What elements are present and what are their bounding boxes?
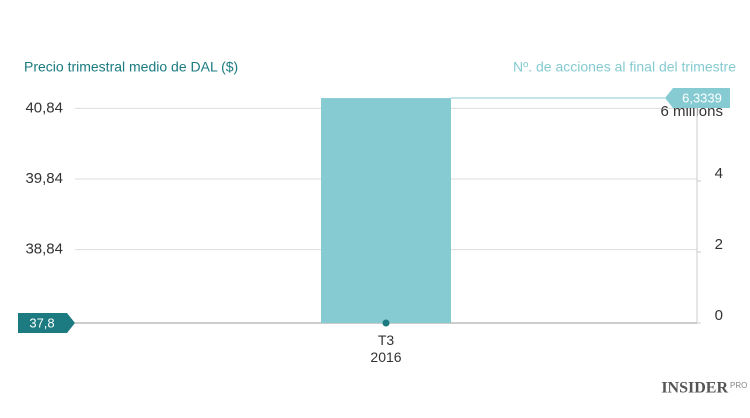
x-tick-label: T3 2016: [370, 332, 402, 365]
y-tick-label: 39,84: [25, 170, 63, 187]
value-label: 37,8: [29, 315, 54, 330]
y2-tick-label: 2: [715, 236, 723, 253]
point: [382, 319, 390, 327]
y2-tick-label: 0: [715, 307, 723, 324]
logo-sub: PRO: [730, 381, 747, 390]
y-tick-label: 38,84: [25, 241, 63, 258]
value-flag: [18, 313, 75, 333]
value-flag: [665, 88, 730, 109]
y-tick-label: 40,84: [25, 99, 63, 116]
y2-tick-label: 4: [715, 165, 723, 182]
bar: [321, 98, 451, 323]
value-label: 6,3339: [682, 90, 722, 105]
y2-axis-title: Nº. de acciones al final del trimestre: [513, 59, 736, 75]
y-axis-title: Precio trimestral medio de DAL ($): [24, 59, 238, 75]
logo: INSIDER: [661, 380, 728, 397]
